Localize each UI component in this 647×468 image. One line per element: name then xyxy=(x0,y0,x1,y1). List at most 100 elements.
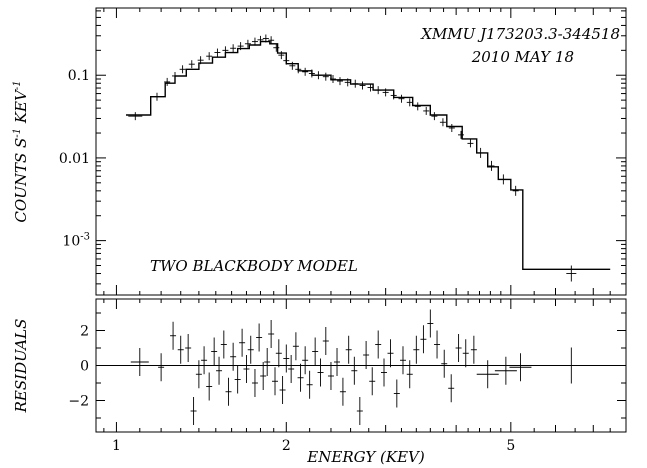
residual-data-point xyxy=(494,356,517,385)
spectrum-data-point xyxy=(188,60,195,69)
residual-data-point xyxy=(264,348,271,376)
spectrum-y-tick-label: 10-3 xyxy=(62,232,90,250)
residual-data-point xyxy=(292,332,299,361)
residual-data-point xyxy=(375,330,382,359)
spectrum-data-point xyxy=(448,124,455,133)
spectrum-data-point xyxy=(500,174,507,185)
residual-data-point xyxy=(225,377,232,406)
residual-data-point xyxy=(356,397,363,425)
spectrum-data-point xyxy=(222,46,229,55)
residual-data-point xyxy=(260,362,267,390)
spectrum-data-point xyxy=(278,51,285,60)
source-name-label: XMMU J173203.3-344518 xyxy=(420,25,620,43)
residual-data-point xyxy=(427,309,434,338)
residuals-y-tick-label: 2 xyxy=(80,324,89,340)
residual-data-point xyxy=(406,360,413,389)
spectrum-data-point xyxy=(439,118,446,127)
spectrum-y-tick-label: 0.1 xyxy=(68,68,90,84)
residual-data-point xyxy=(399,346,406,375)
spectrum-data-point xyxy=(488,160,495,171)
spectrum-data-point xyxy=(322,72,329,81)
spectrum-data-point xyxy=(268,36,275,45)
residual-data-point xyxy=(322,327,329,355)
residual-data-point xyxy=(381,358,388,387)
spectrum-data-point xyxy=(423,106,430,115)
residual-data-point xyxy=(297,363,304,392)
residuals-y-tick-label: 0 xyxy=(80,359,89,375)
residual-data-point xyxy=(206,372,213,401)
spectrum-data-point xyxy=(230,44,237,53)
residual-data-point xyxy=(441,349,448,378)
residual-data-point xyxy=(268,320,275,348)
spectrum-data-point xyxy=(344,78,351,87)
spectrum-panel: 0.1 0.01 10-3 XMMU J173203.3-344518 2010 M… xyxy=(12,7,627,296)
residual-data-point xyxy=(560,347,583,384)
spectrum-y-axis-label: COUNTS S-1 KEV-1 xyxy=(12,80,30,222)
spectrum-data-point xyxy=(251,37,258,46)
spectrum-data-point xyxy=(164,77,171,86)
spectrum-data-point xyxy=(352,79,359,88)
spectrum-data-point xyxy=(308,69,315,78)
model-name-label: TWO BLACKBODY MODEL xyxy=(150,257,358,275)
spectrum-data-point xyxy=(367,83,374,92)
residual-data-point xyxy=(317,358,324,387)
observation-date-label: 2010 MAY 18 xyxy=(471,48,574,66)
spectrum-data-point xyxy=(512,185,519,196)
residual-data-point xyxy=(387,339,394,368)
residual-data-point xyxy=(476,360,499,389)
spectrum-data-point xyxy=(128,112,143,121)
residual-data-point xyxy=(220,330,227,359)
spectrum-y-tick-label: 0.01 xyxy=(59,151,90,167)
spectrum-data-point xyxy=(477,147,484,158)
y-label-counts: COUNTS S xyxy=(12,138,30,223)
residual-data-point xyxy=(239,328,246,357)
residuals-y-axis-label: RESIDUALS xyxy=(12,319,30,414)
spectrum-data-point xyxy=(214,48,221,57)
spectrum-data-point xyxy=(390,91,397,100)
residual-data-point xyxy=(211,337,218,366)
x-tick-label: 5 xyxy=(506,438,515,454)
x-tick-label: 2 xyxy=(282,438,291,454)
spectrum-data-point xyxy=(382,88,389,97)
spectrum-data-point xyxy=(262,34,269,43)
residual-data-point xyxy=(363,341,370,369)
spectrum-data-point xyxy=(289,61,296,70)
residual-data-point xyxy=(413,335,420,364)
spectrum-data-point xyxy=(179,65,186,74)
spectrum-data-point xyxy=(302,67,309,76)
spectrum-y-tick-labels: 0.1 0.01 10-3 xyxy=(59,68,90,249)
residual-data-point xyxy=(306,370,313,399)
residual-data-point xyxy=(243,355,250,383)
residuals-axis-ticks xyxy=(96,299,627,432)
y-label-exp1: -1 xyxy=(12,128,23,138)
x-axis-label: ENERGY (KEV) xyxy=(306,448,425,466)
residual-data-point xyxy=(470,335,477,364)
spectrum-data-point xyxy=(244,39,251,48)
residual-data-point xyxy=(216,356,223,385)
residual-data-point xyxy=(334,348,341,376)
spectrum-data-point xyxy=(329,75,336,84)
spectrum-data-point xyxy=(431,112,438,121)
residual-data-point xyxy=(279,376,286,404)
residual-data-point xyxy=(455,334,462,362)
spectrum-data-point xyxy=(283,56,290,65)
residual-data-point xyxy=(170,321,177,350)
residual-data-point xyxy=(462,339,469,368)
residual-data-point xyxy=(185,334,192,362)
residual-data-point xyxy=(195,360,202,389)
residual-data-point xyxy=(130,348,149,376)
residual-data-point xyxy=(339,377,346,406)
spectrum-data-point xyxy=(197,56,204,65)
x-tick-labels: 1 2 5 xyxy=(112,438,515,454)
residual-data-point xyxy=(256,323,263,352)
model-curve xyxy=(126,40,611,270)
residual-data-point xyxy=(177,335,184,364)
spectrum-data-point xyxy=(414,102,421,111)
spectrum-data-point xyxy=(206,52,213,61)
residual-data-point xyxy=(251,369,258,397)
spectrum-data-point xyxy=(172,71,179,80)
y-label-kev: KEV xyxy=(12,88,30,128)
spectrum-data-point xyxy=(336,77,343,86)
spectrum-data-point xyxy=(406,98,413,107)
